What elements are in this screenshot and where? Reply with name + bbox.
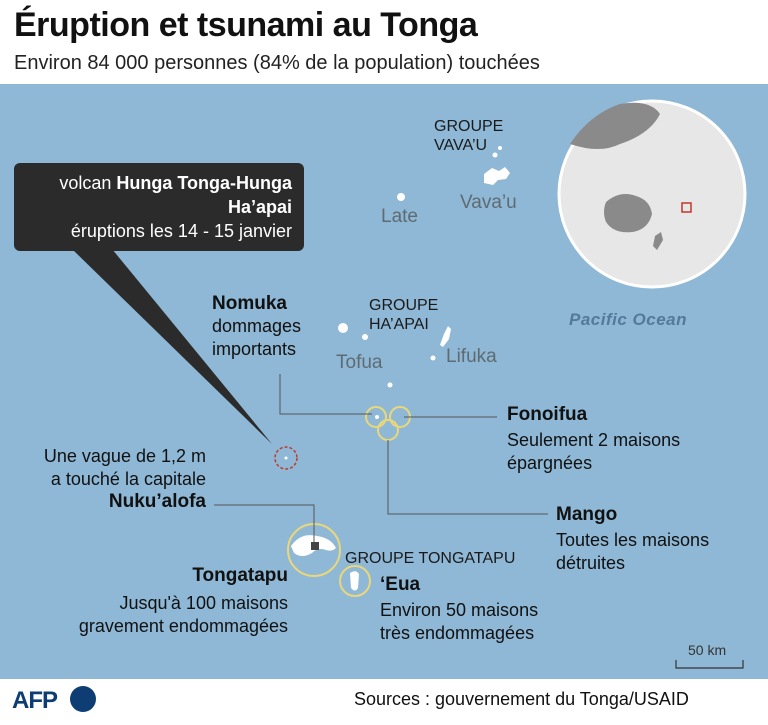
callout-prefix: volcan: [59, 173, 117, 193]
group-vavau-label: GROUPE VAVA’U: [434, 117, 503, 155]
mango-ring: [377, 419, 399, 441]
scale-bar: [675, 660, 744, 669]
island-kao: [362, 334, 368, 340]
tongatapu-annotation: Tongatapu Jusqu'à 100 maisons gravement …: [40, 565, 288, 638]
island-eua: [350, 571, 359, 591]
fonoifua-desc-2: épargnées: [507, 453, 593, 473]
afp-logo-dot: [70, 686, 96, 712]
nomuka-name: Nomuka: [212, 293, 287, 314]
island-vavau: [484, 167, 510, 185]
island-vavau-islet: [492, 152, 498, 158]
eua-ring: [339, 565, 371, 597]
nomuka-annotation: Nomuka dommages importants: [212, 293, 301, 361]
inset-australia: [604, 194, 652, 233]
callout-dates: éruptions les 14 - 15 janvier: [70, 221, 292, 241]
eua-desc-1: Environ 50 maisons: [380, 600, 539, 620]
island-haapai-islet: [430, 355, 436, 361]
inset-asia: [570, 102, 660, 149]
mango-annotation: Mango Toutes les maisons détruites: [556, 504, 709, 575]
island-late: [397, 193, 405, 201]
group-tongatapu-label: GROUPE TONGATAPU: [345, 550, 516, 567]
nomuka-desc-2: importants: [212, 339, 297, 359]
volcano-islet: [284, 456, 288, 460]
island-tofua: [338, 323, 348, 333]
map-graphics: [72, 99, 747, 669]
island-vavau-islet: [498, 146, 502, 150]
group-haapai-line1: GROUPE: [369, 297, 439, 314]
nukualofa-annotation: Une vague de 1,2 m a touché la capitale …: [26, 445, 206, 513]
mango-leader: [387, 440, 548, 515]
callout-pointer: [72, 249, 272, 444]
nukualofa-leader: [214, 504, 315, 542]
nukualofa-marker: [311, 542, 319, 550]
map-title: Éruption et tsunami au Tonga: [14, 6, 478, 44]
nomuka-desc-1: dommages: [212, 316, 302, 336]
mango-name: Mango: [556, 504, 618, 525]
ocean-label: Pacific Ocean: [569, 310, 688, 329]
eua-name: ‘Eua: [380, 574, 421, 595]
group-haapai-line2: HA’APAI: [369, 316, 429, 333]
sources-text: Sources : gouvernement du Tonga/USAID: [354, 689, 689, 709]
inset-tonga-marker: [681, 202, 692, 213]
fonoifua-ring: [365, 406, 387, 428]
footer: AFP Sources : gouvernement du Tonga/USAI…: [0, 679, 768, 725]
nomuka-leader: [279, 374, 372, 415]
island-haapai-islet: [387, 382, 393, 388]
volcano-marker: [274, 446, 298, 470]
group-vavau-line1: GROUPE: [434, 118, 504, 135]
island-label-tofua: Tofua: [336, 352, 383, 373]
group-vavau-line2: VAVA’U: [434, 137, 488, 154]
afp-logo: AFP: [12, 687, 58, 714]
volcano-callout: volcan Hunga Tonga-Hunga Ha’apai éruptio…: [14, 163, 304, 251]
eua-desc-2: très endommagées: [380, 623, 535, 643]
fonoifua-desc-1: Seulement 2 maisons: [507, 430, 681, 450]
callout-volcano-name-2: Ha’apai: [227, 197, 292, 217]
mango-desc-2: détruites: [556, 553, 626, 573]
scale-label: 50 km: [688, 642, 727, 658]
callout-volcano-name: Hunga Tonga-Hunga: [116, 173, 292, 193]
island-nomuka: [375, 415, 379, 419]
fonoifua-name: Fonoifua: [507, 404, 588, 425]
tongatapu-name: Tongatapu: [192, 565, 288, 586]
island-lifuka: [440, 326, 451, 347]
island-label-late: Late: [381, 206, 418, 227]
nukualofa-name: Nuku’alofa: [108, 491, 206, 512]
mango-desc-1: Toutes les maisons: [556, 530, 710, 550]
map-area: volcan Hunga Tonga-Hunga Ha’apai éruptio…: [0, 84, 768, 679]
nukualofa-desc-2: a touché la capitale: [50, 469, 206, 489]
island-label-lifuka: Lifuka: [446, 346, 497, 367]
island-label-vavau: Vava’u: [460, 192, 517, 213]
tongatapu-desc-2: gravement endommagées: [78, 616, 288, 636]
map-subtitle: Environ 84 000 personnes (84% de la popu…: [14, 52, 540, 74]
eua-annotation: ‘Eua Environ 50 maisons très endommagées: [380, 574, 538, 645]
nukualofa-desc-1: Une vague de 1,2 m: [43, 446, 206, 466]
tongatapu-desc-1: Jusqu'à 100 maisons: [119, 593, 288, 613]
inset-new-zealand: [653, 232, 663, 250]
fonoifua-annotation: Fonoifua Seulement 2 maisons épargnées: [507, 404, 680, 475]
group-haapai-label: GROUPE HA’APAI: [369, 296, 438, 334]
